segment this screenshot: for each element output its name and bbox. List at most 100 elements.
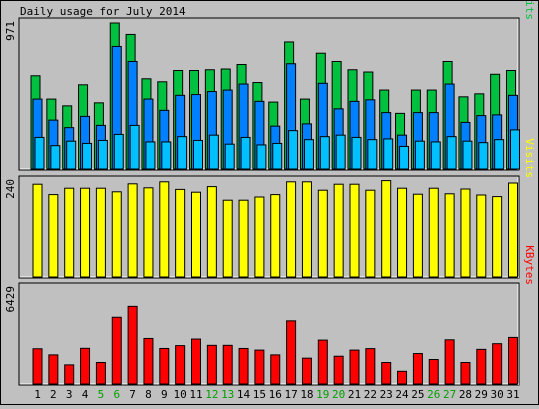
pages-bar-day-12: [208, 134, 219, 170]
visits-bar-day-1: [32, 183, 43, 278]
x-tick-label-day-31: 31: [506, 388, 519, 401]
x-tick-label-day-14: 14: [237, 388, 251, 401]
kbytes-bar-day-18: [301, 357, 312, 385]
visits-bar-day-25: [412, 193, 423, 278]
kbytes-bar-day-30: [492, 343, 503, 385]
pages-bar-day-19: [319, 136, 330, 170]
traffic-legend: Pages/Files/Hits: [523, 0, 536, 20]
kbytes-bar-day-11: [191, 338, 201, 385]
x-tick-label-day-23: 23: [380, 388, 393, 401]
x-tick-label-day-29: 29: [475, 388, 488, 401]
visits-panel-frame: [18, 175, 520, 279]
kbytes-bar-day-1: [32, 348, 43, 385]
kbytes-bar-day-12: [206, 344, 217, 385]
visits-ymax-label: 240: [4, 179, 17, 199]
visits-bar-day-17: [286, 181, 297, 278]
visits-bar-day-4: [80, 187, 91, 278]
visits-bar-day-22: [365, 189, 376, 278]
pages-bar-day-29: [478, 142, 489, 170]
x-tick-label-day-8: 8: [145, 388, 152, 401]
visits-bar-day-3: [64, 187, 75, 278]
kbytes-bar-day-8: [143, 337, 154, 385]
kbytes-bar-day-23: [381, 361, 392, 385]
x-tick-label-day-27: 27: [443, 388, 456, 401]
visits-bar-day-16: [270, 194, 281, 278]
x-tick-label-day-4: 4: [82, 388, 89, 401]
visits-bar-day-23: [381, 180, 392, 278]
pages-bar-day-20: [335, 134, 346, 170]
pages-bar-day-8: [145, 141, 156, 170]
kbytes-bar-day-26: [428, 359, 439, 385]
pages-bar-day-14: [240, 136, 251, 170]
visits-legend: Visits: [523, 138, 536, 178]
pages-bar-day-9: [161, 141, 172, 170]
kbytes-bar-day-14: [238, 347, 249, 385]
kbytes-bar-day-16: [270, 354, 281, 385]
pages-bar-day-7: [129, 124, 140, 170]
kbytes-bar-day-21: [349, 349, 360, 385]
x-tick-label-day-24: 24: [395, 388, 409, 401]
visits-bar-day-24: [397, 187, 408, 278]
x-tick-label-day-12: 12: [205, 388, 218, 401]
x-tick-label-day-30: 30: [491, 388, 504, 401]
pages-bar-day-4: [82, 142, 93, 170]
visits-bar-day-14: [238, 199, 249, 278]
x-tick-label-day-3: 3: [66, 388, 73, 401]
kbytes-bar-day-5: [95, 361, 106, 385]
x-tick-label-day-7: 7: [129, 388, 136, 401]
x-tick-label-day-1: 1: [34, 388, 41, 401]
kbytes-bar-day-2: [48, 354, 59, 385]
visits-bar-day-7: [127, 183, 138, 278]
pages-bar-day-22: [367, 139, 378, 170]
kbytes-bar-day-19: [317, 339, 328, 385]
x-tick-label-day-26: 26: [427, 388, 440, 401]
kbytes-ymax-label: 6429: [4, 286, 17, 313]
pages-bar-day-3: [66, 140, 77, 170]
x-tick-label-day-17: 17: [284, 388, 297, 401]
visits-bar-day-18: [301, 181, 312, 278]
pages-bar-day-31: [510, 129, 520, 170]
visits-bar-day-15: [254, 196, 265, 278]
pages-bar-day-23: [383, 138, 394, 170]
x-tick-label-day-10: 10: [174, 388, 187, 401]
traffic-legend-item-4: Hits: [523, 0, 536, 20]
kbytes-bar-day-31: [508, 336, 518, 385]
kbytes-bar-day-4: [80, 347, 91, 385]
pages-bar-day-10: [177, 136, 188, 170]
x-tick-label-day-2: 2: [50, 388, 57, 401]
kbytes-legend-item-0: KBytes: [523, 245, 536, 285]
x-tick-label-day-20: 20: [332, 388, 345, 401]
x-tick-label-day-5: 5: [98, 388, 105, 401]
chart-title: Daily usage for July 2014: [20, 5, 186, 18]
kbytes-bar-day-17: [286, 320, 297, 385]
kbytes-bar-day-29: [476, 348, 487, 385]
visits-bar-day-8: [143, 187, 154, 278]
visits-bar-day-12: [206, 186, 217, 278]
visits-bar-day-11: [191, 191, 201, 278]
kbytes-bar-day-28: [460, 361, 471, 385]
x-tick-label-day-25: 25: [411, 388, 424, 401]
x-tick-label-day-22: 22: [364, 388, 377, 401]
visits-bar-day-6: [111, 191, 122, 278]
visits-bar-day-2: [48, 194, 59, 278]
kbytes-bar-day-20: [333, 355, 344, 385]
visits-bar-day-30: [492, 196, 503, 278]
x-tick-label-day-6: 6: [113, 388, 120, 401]
kbytes-bar-day-25: [412, 353, 423, 385]
kbytes-bar-day-22: [365, 348, 376, 385]
visits-bar-day-29: [476, 194, 487, 278]
pages-bar-day-21: [351, 136, 362, 170]
visits-bar-day-5: [95, 187, 106, 278]
kbytes-bar-day-13: [222, 344, 233, 385]
visits-bar-day-20: [333, 183, 344, 278]
visits-bar-day-19: [317, 189, 328, 278]
visits-bar-day-10: [175, 188, 186, 278]
pages-bar-day-1: [34, 136, 45, 170]
kbytes-legend: KBytes: [523, 245, 536, 285]
pages-bar-day-16: [272, 142, 283, 170]
pages-bar-day-11: [193, 139, 203, 170]
visits-bar-day-26: [428, 187, 439, 278]
pages-bar-day-15: [256, 144, 267, 170]
x-tick-label-day-13: 13: [221, 388, 234, 401]
